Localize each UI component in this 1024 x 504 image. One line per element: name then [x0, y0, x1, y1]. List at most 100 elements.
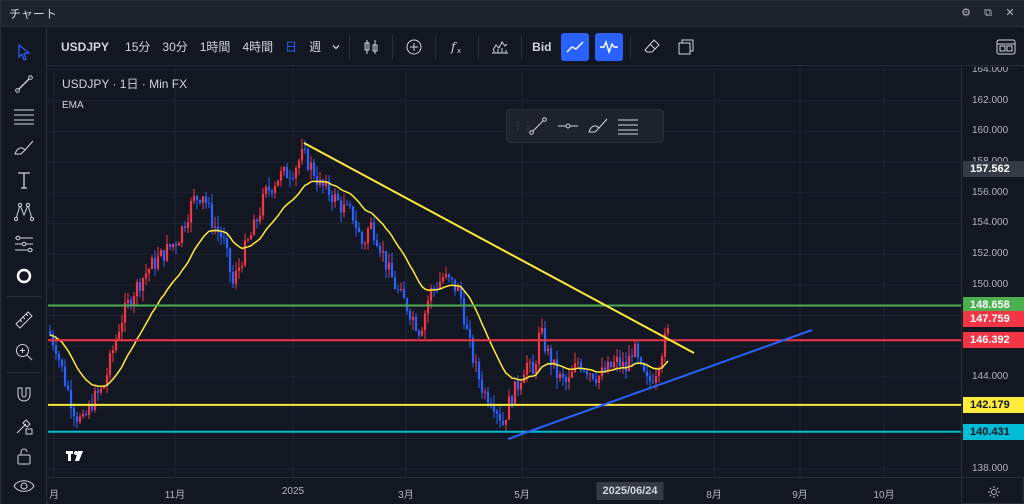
price-level-badge: 157.562	[963, 160, 1024, 177]
candle-body	[177, 242, 181, 246]
candle-body	[93, 390, 97, 410]
candle-body	[183, 226, 187, 229]
float-horizontal-line-button[interactable]	[553, 112, 583, 140]
indicator-legend[interactable]: EMA	[62, 100, 84, 111]
popout-icon[interactable]: ⧉	[984, 7, 992, 19]
eraser-button[interactable]	[638, 33, 666, 61]
layout-icon	[678, 39, 693, 54]
price-tick-label: 164.000	[972, 67, 1009, 75]
measure-tool[interactable]	[10, 306, 38, 334]
candle-body	[336, 194, 340, 201]
eye-icon	[13, 480, 35, 492]
compare-button[interactable]	[400, 33, 428, 61]
line-tool-button[interactable]	[560, 32, 589, 61]
price-chart[interactable]	[48, 67, 961, 477]
chart-type-button[interactable]	[357, 33, 385, 61]
candle-body	[558, 373, 562, 379]
interval-15m[interactable]: 15分	[125, 40, 151, 54]
candle-body	[255, 219, 259, 222]
interval-1h[interactable]: 1時間	[199, 40, 231, 54]
price-type-button[interactable]: Bid	[532, 39, 552, 54]
crosshair-time-badge: 2025/06/24	[596, 482, 664, 500]
candle-body	[408, 311, 412, 320]
candle-body	[525, 362, 529, 375]
templates-button[interactable]	[486, 33, 514, 61]
interval-1d[interactable]: 日	[285, 40, 298, 54]
candle-body	[111, 350, 115, 354]
toolbar-divider	[392, 34, 394, 59]
candle-body	[264, 186, 268, 195]
candle-body	[84, 414, 88, 416]
unlock-tool[interactable]	[10, 442, 38, 470]
symbol-legend[interactable]: USDJPY · 1日 · Min FX	[62, 77, 188, 91]
magnet-tool[interactable]	[10, 380, 38, 408]
interval-1w[interactable]: 週	[309, 40, 322, 54]
symbol-search-button[interactable]: USDJPY	[61, 39, 110, 54]
candle-body	[252, 219, 256, 236]
toolbar-divider	[349, 34, 351, 59]
interval-4h[interactable]: 4時間	[242, 40, 274, 54]
candle-body	[498, 413, 502, 421]
price-level-badge: 142.179	[963, 396, 1024, 413]
text-tool[interactable]	[10, 166, 38, 194]
candle-body	[180, 226, 184, 243]
candle-body	[396, 289, 400, 291]
tradingview-logo[interactable]	[62, 443, 88, 469]
candle-body	[456, 286, 460, 292]
candle-body	[231, 272, 235, 284]
interval-30m[interactable]: 30分	[162, 40, 188, 54]
magnet-icon	[17, 387, 31, 402]
candle-body	[144, 273, 148, 279]
multi-layout-button[interactable]	[991, 32, 1021, 62]
time-scale[interactable]: 月 11月 2025 3月 5月 8月 9月 10月 2025/06/24	[48, 477, 961, 504]
zoom-icon	[16, 344, 33, 361]
drag-handle-icon[interactable]: ⋮⋮	[513, 120, 533, 132]
unlock-icon	[17, 448, 31, 465]
scale-settings-button[interactable]	[961, 477, 1024, 504]
prediction-tool[interactable]	[10, 230, 38, 258]
candle-body	[126, 299, 130, 303]
pattern-tool[interactable]	[10, 198, 38, 226]
candle-body	[216, 226, 220, 232]
close-icon[interactable]: ✕	[1005, 7, 1015, 19]
fib-tool[interactable]	[10, 102, 38, 130]
lock-drawing-icon	[16, 419, 33, 435]
float-fib-button[interactable]	[613, 112, 643, 140]
time-tick-label: 8月	[706, 490, 722, 501]
fib-icon	[618, 119, 638, 135]
cursor-tool[interactable]	[10, 38, 38, 66]
price-scale[interactable]: 164.000162.000160.000158.000156.000154.0…	[961, 67, 1024, 477]
candle-body	[555, 359, 559, 379]
float-brush-button[interactable]	[583, 112, 613, 140]
chart-pane[interactable]: USDJPY · 1日 · Min FX EMA ⋮⋮	[48, 67, 961, 477]
candle-body	[612, 362, 616, 368]
candle-body	[108, 353, 112, 376]
candle-body	[507, 396, 511, 420]
candle-body	[273, 185, 277, 193]
candle-body	[162, 250, 166, 261]
candle-body	[654, 375, 658, 383]
candle-body	[81, 414, 85, 417]
candle-body	[195, 195, 199, 200]
line-icon	[566, 41, 583, 52]
replay-button[interactable]	[594, 32, 623, 61]
float-trendline-button[interactable]	[523, 112, 553, 140]
settings-icon[interactable]: ⚙	[961, 7, 971, 19]
candle-body	[228, 248, 232, 273]
candle-body	[402, 288, 406, 299]
trendline-tool[interactable]	[10, 70, 38, 98]
candle-body	[582, 370, 586, 372]
lock-drawings-tool[interactable]	[10, 412, 38, 440]
fib-icon	[14, 109, 34, 125]
candle-body	[303, 148, 307, 150]
brush-tool[interactable]	[10, 134, 38, 162]
layout-button[interactable]	[672, 33, 700, 61]
candle-body	[381, 251, 385, 253]
shape-tool[interactable]	[10, 262, 38, 290]
zoom-tool[interactable]	[10, 338, 38, 366]
visibility-tool[interactable]	[10, 472, 38, 500]
interval-dropdown-button[interactable]	[327, 28, 345, 66]
